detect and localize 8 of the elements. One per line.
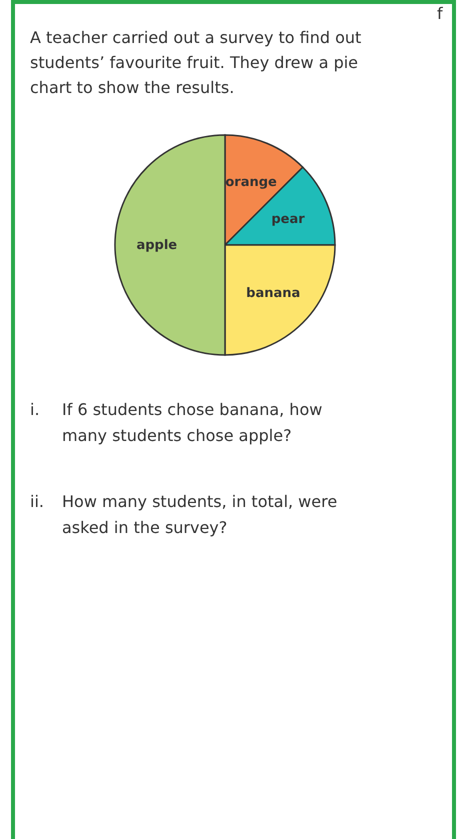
slice-label: banana	[246, 286, 300, 302]
slice-label: pear	[271, 212, 306, 227]
text: ii. How many students, in total, were asked in the survey?	[30, 492, 338, 537]
text: f	[437, 4, 443, 23]
slice-label: apple	[136, 238, 178, 253]
slice-label: orange	[225, 174, 278, 190]
text: i. If 6 students chose banana, how many students chose apple?	[30, 400, 322, 445]
chart-title: A teacher carried out a survey to find out students’ favourite fruit. They drew a pie chart to show the results.	[30, 28, 362, 97]
